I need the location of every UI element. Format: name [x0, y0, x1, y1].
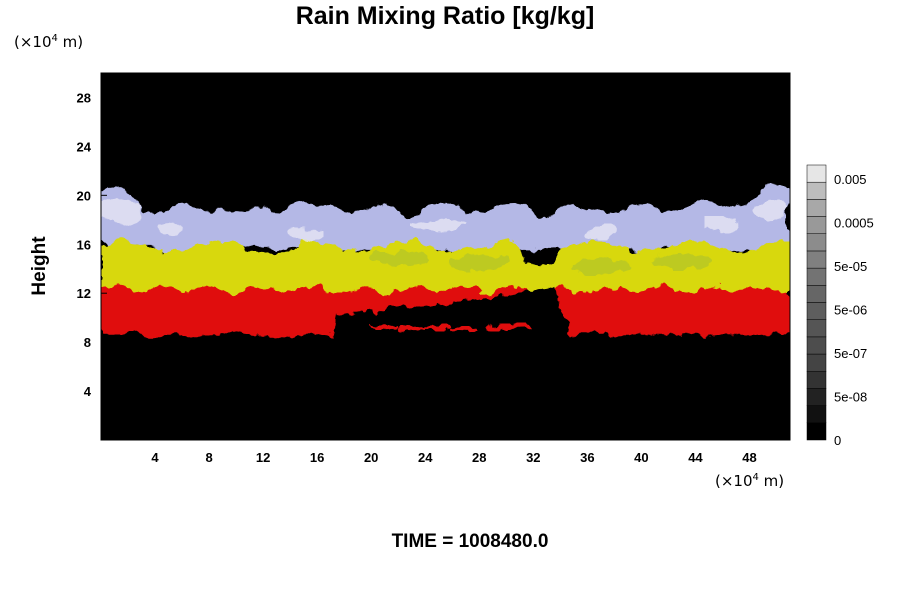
x-tick-label: 40	[634, 450, 648, 465]
chart-title: Rain Mixing Ratio [kg/kg]	[295, 2, 595, 30]
rain-patch	[451, 326, 480, 333]
colorbar-level	[806, 181, 827, 200]
y-tick-label: 20	[77, 188, 91, 203]
rain-field	[101, 183, 790, 338]
x-tick-label: 16	[310, 450, 324, 465]
colorbar-level	[806, 233, 827, 252]
colorbar-level	[806, 199, 827, 217]
colorbar-level	[806, 319, 827, 338]
colorbar-level	[806, 250, 827, 269]
rain-patch	[397, 325, 426, 332]
x-axis-unit: (×104 m)	[715, 472, 784, 490]
colorbar-level	[806, 371, 827, 389]
x-tick-label: 8	[205, 450, 212, 465]
rain-patch	[424, 324, 453, 331]
colorbar-level	[806, 267, 827, 286]
y-unit-base: (×10	[14, 33, 52, 51]
x-tick-label: 44	[688, 450, 703, 465]
colorbar-level	[806, 405, 827, 424]
cloud-highlight	[285, 228, 322, 241]
cloud-highlight	[706, 218, 739, 231]
x-unit-base: (×10	[715, 472, 753, 490]
colorbar-level	[806, 164, 827, 183]
x-tick-label: 28	[472, 450, 486, 465]
colorbar-tick-label: 0	[834, 433, 841, 448]
y-tick-label: 28	[77, 90, 91, 105]
x-unit-tail: m)	[758, 472, 785, 490]
x-unit-exponent: 4	[752, 472, 759, 483]
yellow-shade	[368, 250, 429, 267]
y-tick-label: 4	[84, 384, 92, 399]
cloud-highlight	[412, 218, 465, 231]
x-tick-label: 48	[742, 450, 756, 465]
colorbar-level	[806, 302, 827, 320]
cloud-highlight	[154, 222, 183, 237]
time-label: TIME = 1008480.0	[391, 531, 549, 552]
yellow-shade	[570, 258, 631, 275]
y-axis-ticks: 4 8 12 16 20 24 28	[77, 90, 107, 399]
colorbar-level	[806, 336, 827, 355]
layer-lavender	[101, 183, 790, 251]
rain-patch	[505, 323, 534, 330]
colorbar-level	[806, 422, 827, 441]
colorbar: 0.005 0.0005 5e-05 5e-06 5e-07 5e-08 0	[806, 164, 874, 448]
x-axis-ticks: 4 8 12 16 20 24 28 32 36 40 44 48	[151, 434, 757, 465]
y-axis-unit: (×104 m)	[14, 33, 83, 51]
colorbar-level	[806, 353, 827, 372]
x-tick-label: 4	[151, 450, 159, 465]
rain-patch	[370, 323, 399, 330]
x-tick-label: 12	[256, 450, 270, 465]
colorbar-level	[806, 216, 827, 234]
cloud-highlight	[101, 198, 144, 223]
y-tick-label: 8	[84, 335, 91, 350]
cloud-highlight	[584, 226, 617, 239]
colorbar-tick-label: 5e-05	[834, 259, 867, 274]
colorbar-level	[806, 285, 827, 303]
yellow-shade	[449, 254, 510, 271]
y-tick-label: 16	[77, 237, 91, 252]
yellow-shade	[651, 253, 712, 270]
colorbar-tick-label: 5e-08	[834, 390, 867, 405]
y-tick-label: 12	[77, 286, 91, 301]
colorbar-tick-label: 5e-06	[834, 303, 867, 318]
layer-yellow	[101, 240, 790, 294]
y-tick-label: 24	[77, 139, 92, 154]
x-tick-label: 20	[364, 450, 378, 465]
y-unit-tail: m)	[57, 33, 84, 51]
x-tick-label: 24	[418, 450, 433, 465]
cloud-highlight	[749, 200, 790, 223]
y-unit-exponent: 4	[51, 33, 58, 44]
plot-frame	[100, 72, 791, 441]
x-tick-label: 36	[580, 450, 594, 465]
colorbar-tick-label: 0.0005	[834, 216, 874, 231]
colorbar-tick-label: 5e-07	[834, 346, 867, 361]
colorbar-tick-label: 0.005	[834, 172, 867, 187]
colorbar-level	[806, 388, 827, 406]
x-tick-label: 32	[526, 450, 540, 465]
